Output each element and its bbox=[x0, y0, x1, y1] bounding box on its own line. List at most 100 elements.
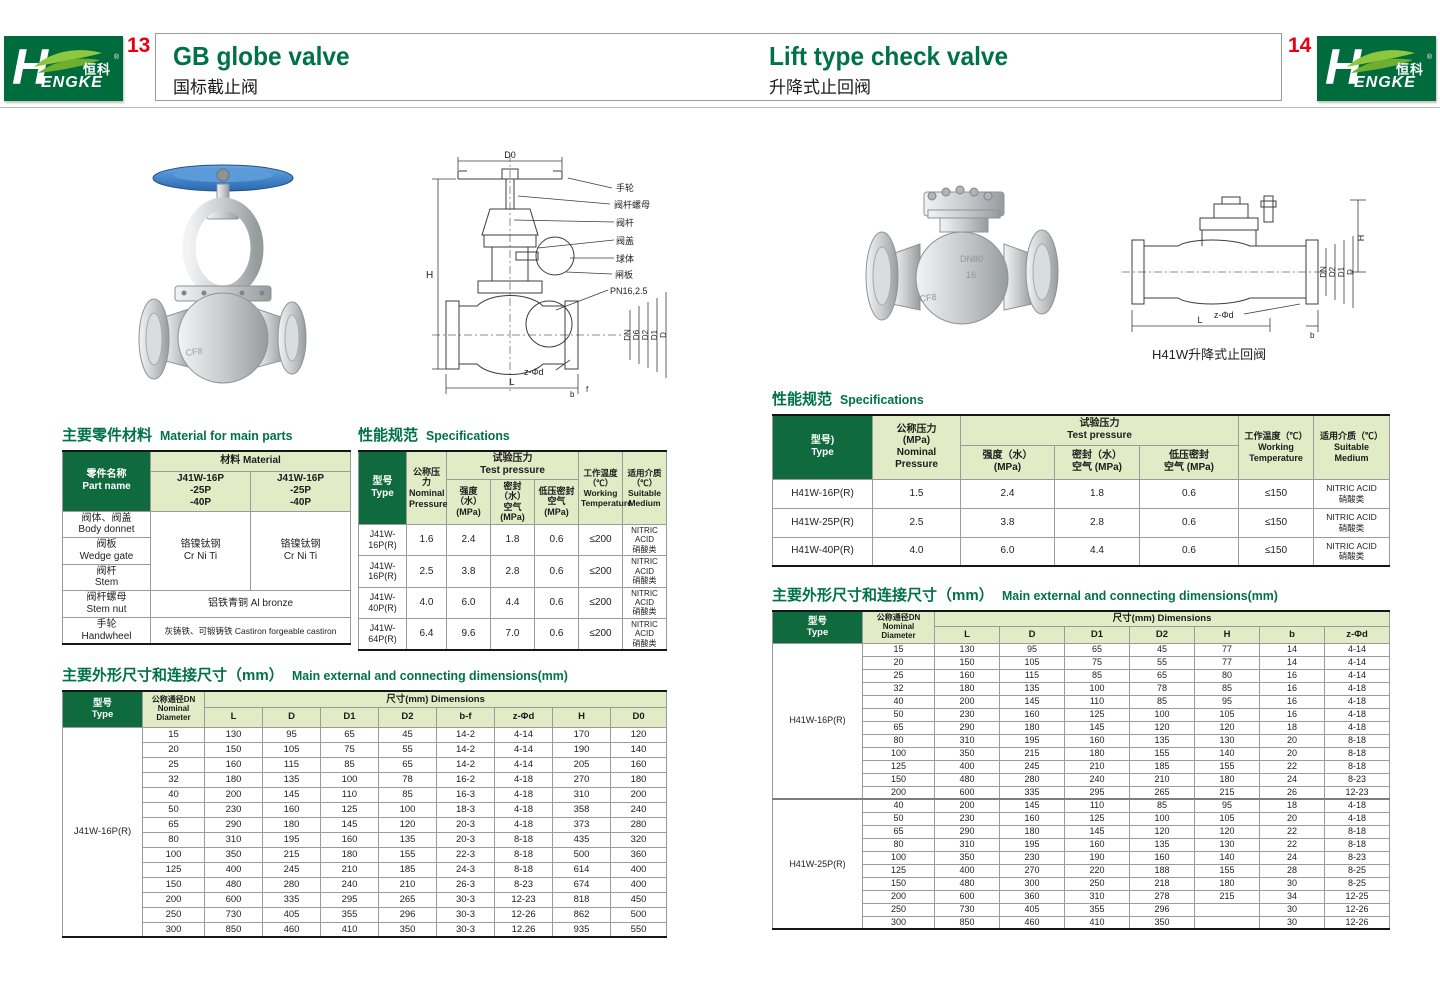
table-cell: 125 bbox=[1064, 707, 1130, 722]
table-row: J41W-40P(R) 4.0 6.0 4.4 0.6 ≤200 NITRIC ACID 硝… bbox=[358, 586, 667, 619]
table-cell: 135 bbox=[262, 771, 321, 788]
material-cell: 铬镍钛钢 Cr Ni Ti bbox=[249, 510, 352, 592]
left-dims-body: J41W-16P(R) 15 130 95 65 45 14-2 4-14 170 120 20 15… bbox=[62, 726, 668, 938]
table-cell: 85 bbox=[320, 756, 379, 773]
dim-d6: D6 bbox=[632, 329, 641, 340]
table-cell: 50 bbox=[142, 801, 205, 818]
table-cell: 16 bbox=[1259, 707, 1325, 722]
table-row: 50 230 160 125 100 18-3 4-18 358 240 bbox=[63, 801, 668, 818]
table-cell: 65 bbox=[862, 720, 935, 735]
table-cell: 400 bbox=[934, 863, 1000, 878]
table-cell: 350 bbox=[1129, 915, 1195, 930]
table-cell: 150 bbox=[862, 876, 935, 891]
table-cell: 350 bbox=[934, 746, 1000, 761]
col-l: L bbox=[934, 625, 1000, 644]
col-seal-water: 密封（水） 空气 (MPa) bbox=[1054, 444, 1140, 480]
label-stem-nut: 阀杆螺母 bbox=[614, 199, 650, 210]
table-cell: 20-3 bbox=[436, 831, 495, 848]
table-cell: 400 bbox=[934, 759, 1000, 774]
table-cell: 190 bbox=[1064, 850, 1130, 865]
table-cell: 210 bbox=[1064, 759, 1130, 774]
table-cell: 350 bbox=[204, 846, 263, 863]
centerlines bbox=[432, 154, 624, 394]
table-cell: 30-3 bbox=[436, 921, 495, 938]
table-cell: 130 bbox=[1194, 733, 1260, 748]
table-cell: 245 bbox=[999, 759, 1065, 774]
brand-name-en: ENGKE bbox=[41, 74, 103, 91]
table-cell: 200 bbox=[934, 798, 1000, 813]
table-cell: 155 bbox=[1129, 746, 1195, 761]
table-row: 125 400 245 210 185 155 22 8-18 bbox=[773, 759, 1391, 774]
table-cell: 200 bbox=[862, 785, 935, 800]
table-cell: 135 bbox=[999, 681, 1065, 696]
table-cell: 18 bbox=[1259, 720, 1325, 735]
table-cell: 0.6 bbox=[534, 523, 579, 557]
table-cell: 6.0 bbox=[960, 536, 1055, 567]
table-cell: 20 bbox=[1259, 811, 1325, 826]
table-cell: 250 bbox=[862, 902, 935, 917]
col-test-pressure: 试验压力 Test pressure bbox=[960, 414, 1239, 446]
table-cell: NITRIC ACID 硝酸类 bbox=[622, 523, 667, 557]
col-b: b bbox=[1259, 625, 1325, 644]
left-dims-section: 主要外形尺寸和连接尺寸（mm） Main external and connect… bbox=[62, 664, 668, 938]
leaf-icon bbox=[1347, 50, 1415, 73]
table-cell: 8-23 bbox=[494, 876, 553, 893]
table-cell: 4-18 bbox=[1323, 707, 1391, 722]
table-cell: NITRIC ACID 硝酸类 bbox=[622, 555, 667, 588]
material-cell: 铬镍钛钢 Cr Ni Ti bbox=[150, 510, 251, 592]
table-cell: 80 bbox=[862, 837, 935, 852]
table-cell: 14-2 bbox=[436, 756, 495, 773]
table-cell: 100 bbox=[1129, 811, 1195, 826]
col-type: 型号) Type bbox=[772, 414, 873, 480]
table-cell: 180 bbox=[934, 681, 1000, 696]
table-cell: 240 bbox=[1064, 772, 1130, 787]
table-row: 150 480 280 240 210 180 24 8-23 bbox=[773, 772, 1391, 787]
table-cell: 215 bbox=[1194, 785, 1260, 800]
table-cell: 45 bbox=[1129, 642, 1195, 657]
table-cell: 150 bbox=[862, 772, 935, 787]
table-cell: 110 bbox=[320, 786, 379, 803]
table-cell: H41W-16P(R) bbox=[772, 478, 873, 509]
table-cell: 600 bbox=[204, 891, 263, 908]
table-cell: 145 bbox=[999, 798, 1065, 813]
section-title-en: Specifications bbox=[426, 428, 510, 443]
table-cell: 55 bbox=[1129, 655, 1195, 670]
table-cell: 20 bbox=[1259, 746, 1325, 761]
table-cell: 265 bbox=[378, 891, 437, 908]
table-cell: 180 bbox=[1064, 746, 1130, 761]
table-cell: 15 bbox=[862, 642, 935, 657]
table-cell: 250 bbox=[1064, 876, 1130, 891]
table-cell: 4-18 bbox=[494, 801, 553, 818]
handwheel bbox=[152, 164, 294, 192]
table-cell: 6.4 bbox=[406, 617, 447, 651]
table-cell: 310 bbox=[552, 786, 611, 803]
table-cell: 120 bbox=[1129, 824, 1195, 839]
table-row: J41W-16P(R) 15 130 95 65 45 14-2 4-14 170 120 bbox=[62, 726, 668, 938]
registered-mark-icon: ® bbox=[1426, 54, 1432, 61]
brand-logo-left: H 恒科 ® ENGKE bbox=[4, 36, 123, 101]
table-cell: 30 bbox=[1259, 915, 1325, 930]
table-cell: 8-18 bbox=[494, 846, 553, 863]
table-row: 65 290 180 145 120 120 22 8-18 bbox=[773, 824, 1391, 839]
dimension-lines bbox=[432, 157, 667, 394]
right-specs-body: H41W-16P(R) 1.5 2.4 1.8 0.6 ≤150 NITRIC ACID 硝… bbox=[772, 478, 1390, 567]
table-cell: 355 bbox=[320, 906, 379, 923]
table-cell: 150 bbox=[142, 876, 205, 893]
table-cell: 120 bbox=[1129, 720, 1195, 735]
brand-name-cn: 恒科 bbox=[1395, 62, 1424, 77]
type-cell: H41W-16P(R) bbox=[772, 642, 863, 800]
table-cell: 295 bbox=[1064, 785, 1130, 800]
table-cell: J41W-40P(R) bbox=[358, 586, 407, 619]
table-cell: 14-2 bbox=[436, 741, 495, 758]
table-cell: 310 bbox=[1064, 889, 1130, 904]
label-disc: 闸板 bbox=[615, 269, 633, 280]
table-cell: 180 bbox=[1194, 876, 1260, 891]
right-dims-table: 型号 Type 公称通径DN Nominal Diameter 尺寸(mm) D… bbox=[772, 610, 1391, 930]
table-row: 20 150 105 75 55 14-2 4-14 190 140 bbox=[63, 741, 668, 758]
table-row: 150 480 280 240 210 26-3 8-23 674 400 bbox=[63, 876, 668, 893]
table-cell: H41W-25P(R) bbox=[772, 507, 873, 538]
table-cell: 78 bbox=[1129, 681, 1195, 696]
table-cell: 85 bbox=[1064, 668, 1130, 683]
table-cell: 200 bbox=[609, 786, 668, 803]
table-cell: 200 bbox=[142, 891, 205, 908]
